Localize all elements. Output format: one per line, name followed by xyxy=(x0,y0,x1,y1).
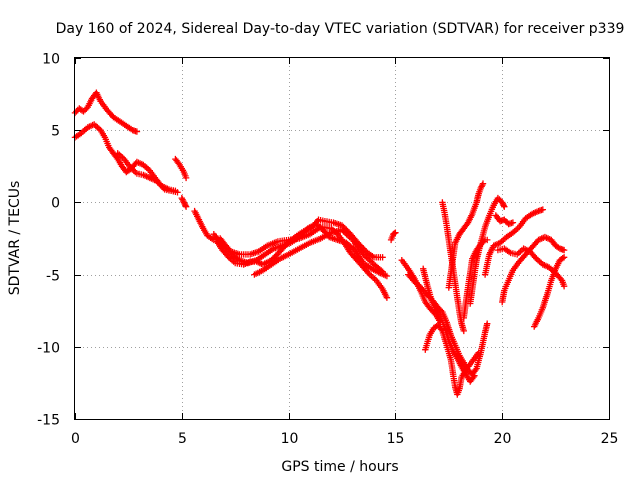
data-point xyxy=(182,174,190,182)
series-track-w xyxy=(531,254,568,330)
data-point xyxy=(178,194,185,202)
data-point xyxy=(438,326,445,333)
data-point xyxy=(484,320,491,327)
x-tick-labels: 0 5 10 15 20 25 xyxy=(71,431,618,447)
data-point xyxy=(484,236,491,244)
y-tick-label: 5 xyxy=(51,124,60,140)
series-track-i xyxy=(251,226,386,278)
data-points xyxy=(71,89,568,398)
data-point xyxy=(539,206,546,213)
x-tick-label: 25 xyxy=(601,431,619,447)
data-point xyxy=(560,283,568,290)
y-axis-label: SDTVAR / TECUs xyxy=(7,181,23,296)
series-track-n xyxy=(422,321,482,398)
data-point xyxy=(383,294,391,301)
chart-title: Day 160 of 2024, Sidereal Day-to-day VTE… xyxy=(56,21,625,37)
data-point xyxy=(502,218,509,225)
data-point xyxy=(392,229,399,236)
data-point xyxy=(410,277,417,284)
data-point xyxy=(460,327,467,335)
data-point xyxy=(182,202,189,209)
data-point xyxy=(500,202,507,209)
data-point xyxy=(475,349,482,356)
data-point xyxy=(472,366,479,374)
y-tick-label: -5 xyxy=(46,269,60,285)
y-tick-label: 10 xyxy=(42,52,60,68)
series-track-c xyxy=(114,150,179,194)
data-point xyxy=(559,255,566,262)
data-point xyxy=(378,267,385,274)
data-point xyxy=(172,187,179,194)
plot-frame xyxy=(74,57,610,420)
data-point xyxy=(560,254,568,261)
series-track-o xyxy=(439,199,467,335)
series-track-j xyxy=(387,229,399,244)
data-point xyxy=(478,183,485,190)
x-tick-label: 5 xyxy=(178,431,187,447)
data-point xyxy=(471,372,478,379)
series-track-s xyxy=(492,212,517,228)
x-tick-label: 0 xyxy=(71,431,80,447)
data-point xyxy=(379,254,386,261)
data-point xyxy=(531,254,539,261)
series-track-a xyxy=(71,89,141,135)
y-tick-labels: 10 5 0 -5 -10 -15 xyxy=(37,52,60,429)
series-track-t xyxy=(481,206,546,278)
grid xyxy=(75,58,609,419)
x-tick-label: 15 xyxy=(387,431,405,447)
data-point xyxy=(182,203,190,210)
data-point xyxy=(133,128,141,135)
data-point xyxy=(470,373,477,381)
y-tick-label: -10 xyxy=(37,341,60,357)
series-track-e xyxy=(178,194,190,210)
data-point xyxy=(560,246,568,254)
series-track-r xyxy=(467,194,508,307)
data-point xyxy=(391,230,398,237)
data-point xyxy=(180,197,187,205)
x-tick-label: 20 xyxy=(494,431,512,447)
y-tick-label: -15 xyxy=(37,413,60,429)
x-axis-label: GPS time / hours xyxy=(281,459,398,475)
x-tick-label: 10 xyxy=(281,431,299,447)
data-point xyxy=(501,203,508,210)
series-track-d xyxy=(172,155,190,182)
data-point xyxy=(499,199,506,206)
axis-ticks xyxy=(75,58,610,420)
data-point xyxy=(479,180,487,187)
data-point xyxy=(272,252,279,259)
data-point xyxy=(509,219,517,226)
series-track-p xyxy=(445,180,487,291)
y-tick-label: 0 xyxy=(51,196,60,212)
series-track-f xyxy=(191,207,391,301)
series-track-u xyxy=(499,233,568,306)
data-point xyxy=(365,270,372,277)
data-point xyxy=(383,272,391,280)
data-point xyxy=(379,268,386,275)
